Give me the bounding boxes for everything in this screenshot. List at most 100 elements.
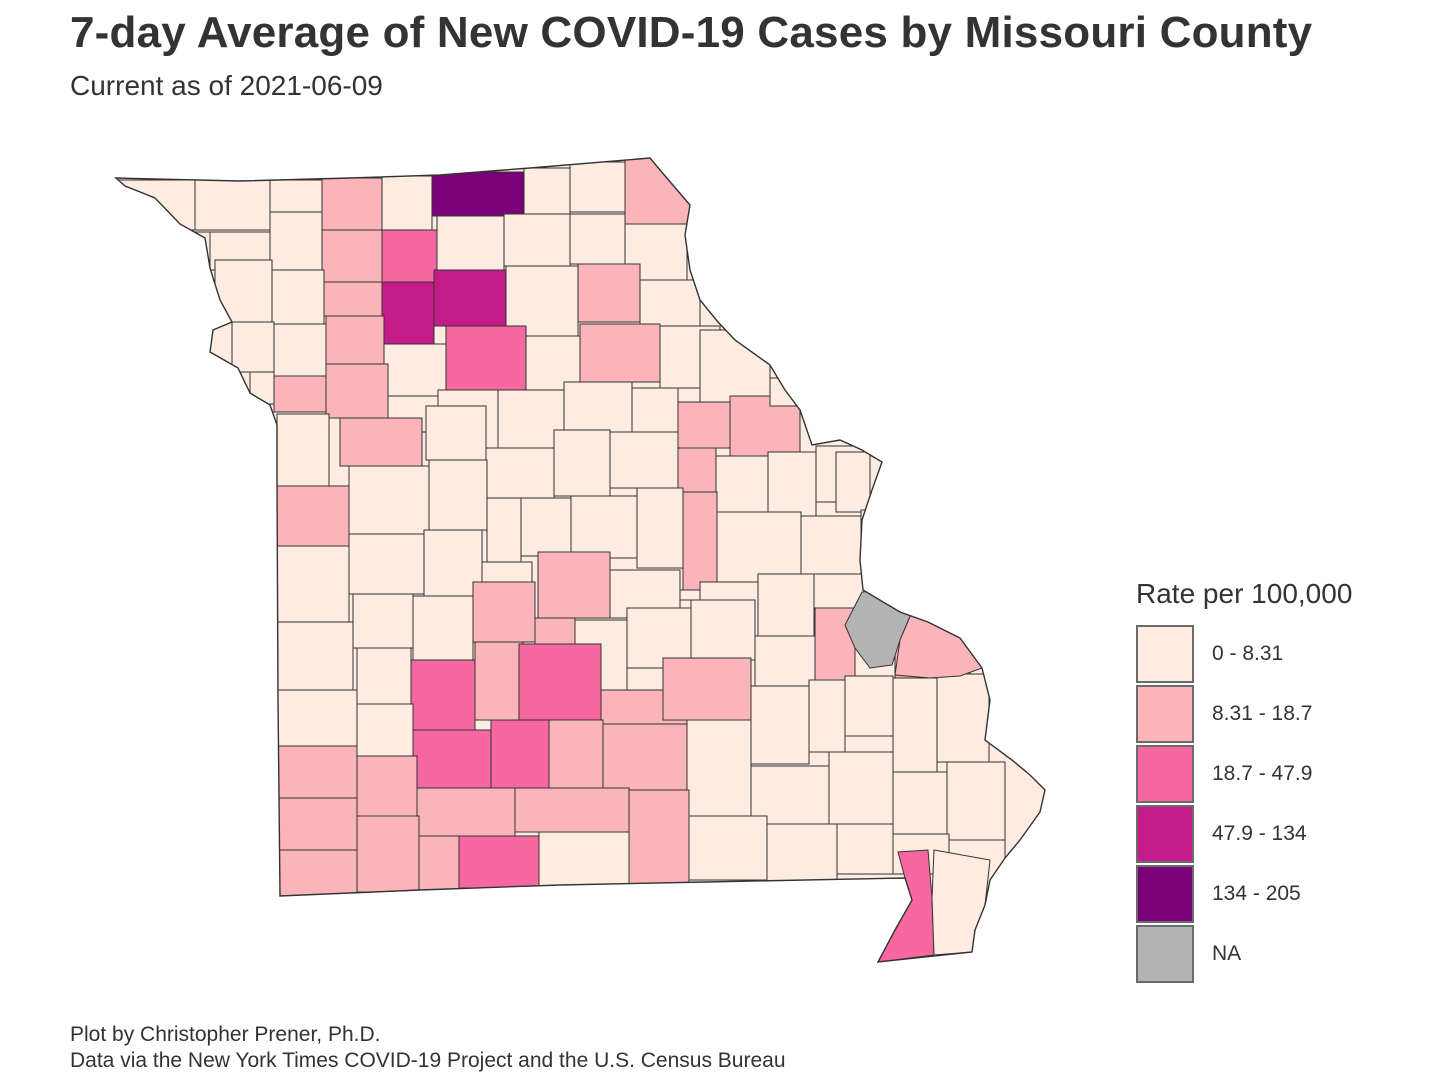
county xyxy=(844,675,894,737)
county xyxy=(381,175,433,231)
county xyxy=(194,179,271,231)
county xyxy=(538,831,630,887)
county xyxy=(835,451,871,513)
county xyxy=(677,401,731,449)
legend-item: 0 - 8.31 xyxy=(1136,624,1436,684)
map-subtitle: Current as of 2021-06-09 xyxy=(70,70,383,101)
county xyxy=(636,487,684,569)
county xyxy=(828,751,894,825)
county xyxy=(410,659,476,731)
county xyxy=(273,375,327,413)
county xyxy=(485,447,555,499)
legend-swatch xyxy=(1136,685,1194,743)
county xyxy=(276,797,358,851)
county xyxy=(276,849,358,897)
county xyxy=(474,641,524,721)
county xyxy=(662,657,752,721)
legend-item: 8.31 - 18.7 xyxy=(1136,684,1436,744)
county xyxy=(269,211,323,271)
county xyxy=(412,595,474,661)
county xyxy=(690,599,756,661)
county-layer xyxy=(117,158,1006,962)
legend-swatch xyxy=(1136,625,1194,683)
legend-item: 18.7 - 47.9 xyxy=(1136,744,1436,804)
county xyxy=(249,371,275,405)
county xyxy=(271,269,325,325)
county xyxy=(273,323,327,377)
county xyxy=(416,787,516,837)
county xyxy=(520,497,572,557)
county xyxy=(503,213,571,267)
legend-item: NA xyxy=(1136,924,1436,984)
county xyxy=(325,315,385,365)
county xyxy=(356,647,412,705)
legend-swatch xyxy=(1136,745,1194,803)
legend: Rate per 100,000 0 - 8.31 8.31 - 18.7 18… xyxy=(1136,578,1436,984)
county xyxy=(628,789,690,887)
county xyxy=(433,269,507,327)
county xyxy=(860,509,874,579)
county xyxy=(639,279,701,327)
county xyxy=(325,363,389,419)
county xyxy=(428,459,488,531)
county xyxy=(537,551,611,619)
county xyxy=(381,229,438,283)
county xyxy=(348,465,430,535)
legend-item: 134 - 205 xyxy=(1136,864,1436,924)
county xyxy=(936,673,990,763)
county xyxy=(356,815,420,893)
county xyxy=(800,515,862,575)
county xyxy=(579,323,661,383)
county xyxy=(356,703,414,757)
county xyxy=(894,611,983,679)
county xyxy=(514,787,630,833)
legend-swatch xyxy=(1136,865,1194,923)
county xyxy=(548,719,604,789)
legend-label: NA xyxy=(1212,942,1242,965)
county xyxy=(563,381,633,433)
county xyxy=(472,581,536,643)
county xyxy=(553,429,611,497)
county xyxy=(766,823,838,883)
county xyxy=(276,621,354,691)
county xyxy=(946,761,1006,841)
county xyxy=(686,719,752,817)
legend-title: Rate per 100,000 xyxy=(1136,578,1353,609)
legend-label: 134 - 205 xyxy=(1212,882,1301,905)
county xyxy=(892,771,948,835)
legend-swatch xyxy=(1136,805,1194,863)
county xyxy=(836,823,894,875)
county xyxy=(602,723,688,791)
county xyxy=(767,451,817,517)
county xyxy=(716,511,802,583)
legend-swatch xyxy=(1136,925,1194,983)
caption: Plot by Christopher Prener, Ph.D. Data v… xyxy=(70,1022,786,1074)
caption-source: Data via the New York Times COVID-19 Pro… xyxy=(70,1049,786,1072)
county xyxy=(276,413,330,487)
county xyxy=(631,387,679,433)
legend-label: 47.9 - 134 xyxy=(1212,822,1307,845)
county xyxy=(214,259,273,323)
county xyxy=(276,545,350,623)
county xyxy=(276,689,358,747)
county xyxy=(808,679,846,753)
county xyxy=(609,431,679,489)
county xyxy=(445,325,527,391)
county xyxy=(381,281,435,345)
county xyxy=(436,215,505,271)
county xyxy=(231,321,275,373)
county xyxy=(497,389,565,451)
county xyxy=(276,745,358,799)
legend-label: 0 - 8.31 xyxy=(1212,642,1284,665)
county xyxy=(518,643,602,721)
county xyxy=(682,491,718,591)
county xyxy=(348,533,425,595)
county xyxy=(523,167,571,215)
county xyxy=(321,177,383,231)
legend-label: 18.7 - 47.9 xyxy=(1212,762,1313,785)
caption-author: Plot by Christopher Prener, Ph.D. xyxy=(70,1023,381,1046)
county xyxy=(481,561,533,583)
county xyxy=(677,447,717,495)
county xyxy=(569,161,626,213)
